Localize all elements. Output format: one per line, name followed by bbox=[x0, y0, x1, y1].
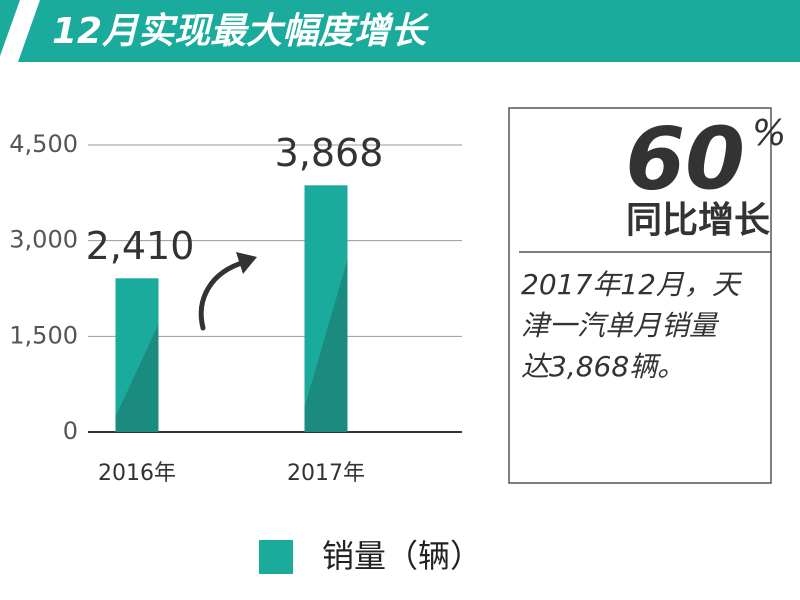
y-tick-label: 3,000 bbox=[9, 226, 78, 254]
x-tick-label: 2017年 bbox=[287, 461, 365, 486]
y-tick-label: 4,500 bbox=[9, 130, 78, 158]
arrow-head bbox=[236, 252, 257, 274]
callout-box bbox=[508, 107, 772, 484]
callout-text: 津一汽单月销量 bbox=[521, 309, 720, 342]
x-tick-label: 2016年 bbox=[98, 461, 176, 486]
legend-swatch bbox=[259, 540, 293, 574]
callout-unit: % bbox=[752, 113, 786, 154]
growth-arrow bbox=[198, 259, 248, 331]
callout-value: 60 bbox=[625, 109, 745, 209]
title-banner bbox=[0, 0, 800, 62]
callout-label: 同比增长 bbox=[626, 200, 770, 241]
bar-shade bbox=[115, 324, 159, 432]
value-label: 3,868 bbox=[275, 131, 384, 175]
value-label: 2,410 bbox=[86, 224, 195, 268]
callout-text: 达3,868辆。 bbox=[521, 350, 685, 383]
y-tick-label: 0 bbox=[63, 417, 78, 445]
chart-title: 12月实现最大幅度增长 bbox=[52, 11, 429, 52]
bar-shade bbox=[304, 259, 348, 432]
y-tick-label: 1,500 bbox=[9, 321, 78, 349]
legend-label: 销量（辆） bbox=[322, 537, 482, 575]
banner-stripe bbox=[0, 0, 40, 62]
callout-text: 2017年12月，天 bbox=[521, 268, 743, 301]
